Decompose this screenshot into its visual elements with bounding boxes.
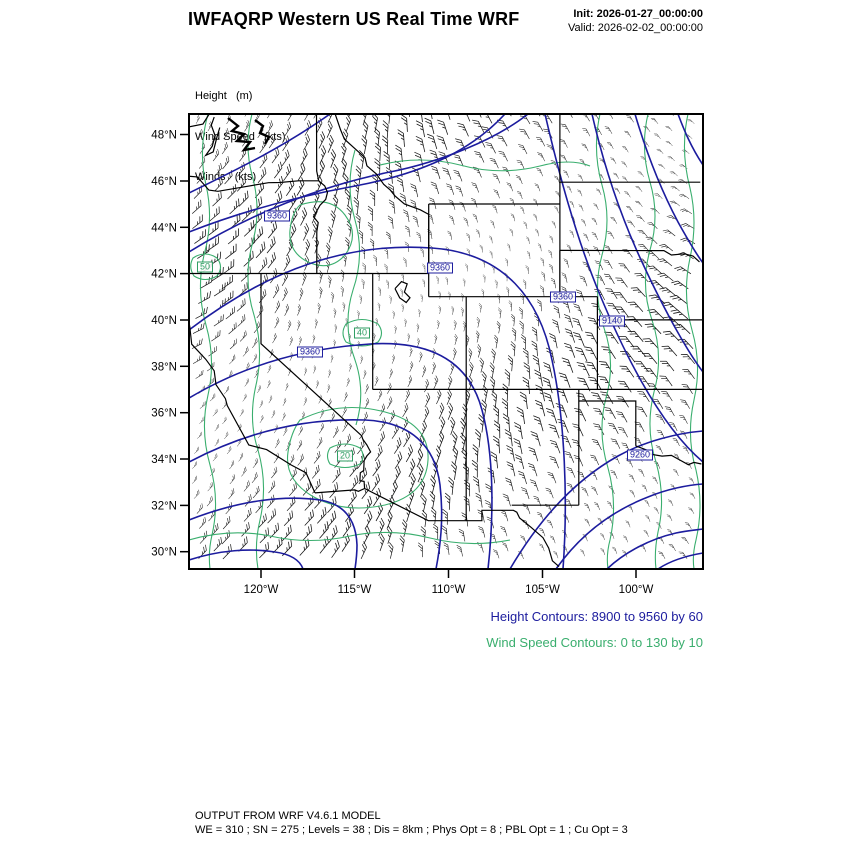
lon-tick-label: 115°W [338, 584, 372, 596]
lat-tick-label: 40°N [151, 315, 177, 327]
lon-axis-labels: 120°W 115°W 110°W 105°W 100°W [244, 584, 654, 596]
lat-tick-label: 34°N [151, 454, 177, 466]
lon-tick-label: 120°W [244, 584, 279, 596]
lat-tick-label: 46°N [151, 176, 177, 188]
wind-speed-contours-caption: Wind Speed Contours: 0 to 130 by 10 [486, 635, 703, 650]
lat-tick-label: 42°N [151, 269, 177, 281]
height-contour-label: 9260 [626, 449, 654, 461]
valid-time: Valid: 2026-02-02_00:00:00 [568, 22, 703, 34]
lat-tick-label: 38°N [151, 361, 177, 373]
legend-winds-line: Winds (kts) [195, 171, 257, 183]
axis-ticks [180, 133, 637, 578]
legend-height-line: Height (m) [195, 90, 253, 102]
wind-speed-contours-layer [189, 114, 701, 569]
wind-speed-contour-label: 40 [353, 327, 371, 339]
model-output-line: OUTPUT FROM WRF V4.6.1 MODEL [195, 810, 381, 822]
wind-speed-contour-label: 20 [336, 450, 354, 462]
lat-tick-label: 44°N [151, 222, 177, 234]
coastline-detail [227, 117, 271, 152]
height-contours-layer [189, 114, 703, 569]
height-contour-label: 9360 [426, 262, 454, 274]
state-borders-layer [189, 114, 703, 568]
lat-tick-label: 36°N [151, 408, 177, 420]
model-config-line: WE = 310 ; SN = 275 ; Levels = 38 ; Dis … [195, 824, 628, 836]
height-contour-label: 9360 [263, 210, 291, 222]
lon-tick-label: 110°W [432, 584, 466, 596]
height-contour-label: 9360 [549, 291, 577, 303]
plot-title: IWFAQRP Western US Real Time WRF [188, 9, 520, 29]
height-contours-caption: Height Contours: 8900 to 9560 by 60 [490, 609, 703, 624]
lat-tick-label: 48°N [151, 130, 177, 142]
height-contour-label: 9140 [598, 315, 626, 327]
height-contour-label: 9360 [296, 346, 324, 358]
field-legend: Height (m) Wind Speed (kts) Winds (kts) [195, 63, 285, 212]
lat-axis-labels: 48°N 46°N 44°N 42°N 40°N 38°N 36°N 34°N … [151, 130, 177, 559]
lon-tick-label: 100°W [619, 584, 654, 596]
init-time: Init: 2026-01-27_00:00:00 [573, 8, 703, 20]
map-frame [188, 113, 704, 570]
wind-speed-contour-label: 50 [196, 261, 214, 273]
lat-tick-label: 32°N [151, 500, 177, 512]
wind-barbs-layer [189, 114, 696, 561]
lat-tick-label: 30°N [151, 547, 177, 559]
lon-tick-label: 105°W [525, 584, 560, 596]
